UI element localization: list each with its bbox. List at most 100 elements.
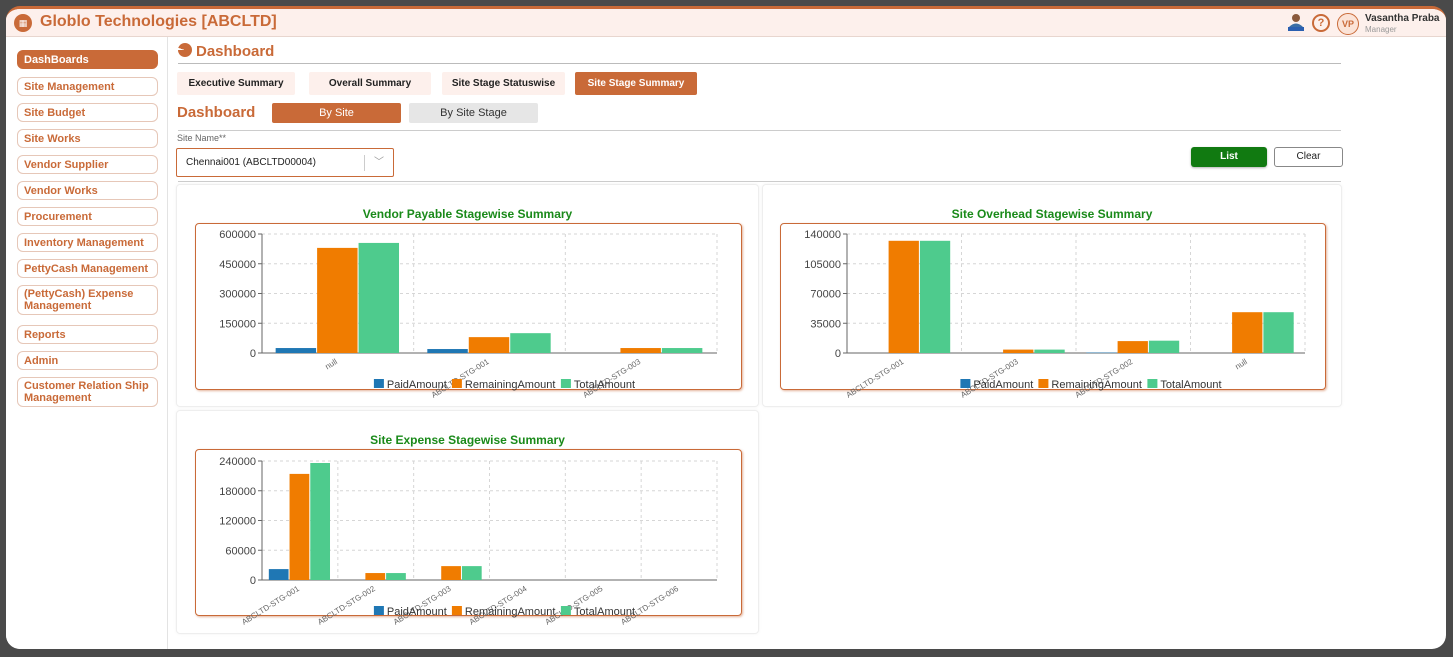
sidebar-item-label: Site Budget	[24, 106, 86, 119]
site-expense-chart: 0 60000 120000 180000 240000 ABCLTD-STG-001 AB…	[219, 456, 718, 627]
sidebar-item-pettycash-management[interactable]: PettyCash Management	[17, 259, 158, 278]
chart-title: Site Overhead Stagewise Summary	[951, 207, 1153, 221]
sidebar-item-label: PettyCash Management	[24, 262, 149, 275]
y-tick-label: 0	[835, 348, 841, 360]
legend-label: TotalAmount	[574, 606, 635, 618]
sidebar-item-label: Customer Relation Ship Management	[24, 380, 149, 404]
y-tick-label: 240000	[219, 456, 256, 468]
vendor-payable-card: Vendor Payable Stagewise Summary 0 150000…	[176, 184, 759, 407]
sidebar-item-crm[interactable]: Customer Relation Ship Management	[17, 377, 158, 407]
site-overhead-card: Site Overhead Stagewise Summary 0 35000 70…	[762, 184, 1342, 407]
sidebar-item-vendor-supplier[interactable]: Vendor Supplier	[17, 155, 158, 174]
bar	[1148, 340, 1180, 353]
select-separator	[364, 155, 365, 171]
clear-button[interactable]: Clear	[1274, 147, 1343, 167]
y-tick-label: 0	[250, 575, 256, 587]
list-button[interactable]: List	[1191, 147, 1267, 167]
bar	[888, 240, 919, 353]
legend-label: PaidAmount	[387, 606, 447, 618]
user-name[interactable]: Vasantha Praba	[1365, 13, 1440, 24]
bar	[1086, 352, 1117, 354]
bar	[510, 333, 551, 353]
legend-swatch	[1147, 379, 1158, 388]
y-tick-label: 140000	[804, 229, 841, 241]
legend-label: RemainingAmount	[1051, 379, 1142, 391]
sidebar-item-pettycash-expense[interactable]: (PettyCash) Expense Management	[17, 285, 158, 315]
sidebar-item-label: Admin	[24, 354, 59, 367]
legend-label: TotalAmount	[574, 379, 635, 391]
chart-frame	[195, 223, 742, 390]
legend-label: PaidAmount	[387, 379, 447, 391]
top-bar: ▦ Globlo Technologies [ABCLTD] ? VP Vasa…	[6, 9, 1446, 37]
sidebar-item-procurement[interactable]: Procurement	[17, 207, 158, 226]
chart-frame	[780, 223, 1326, 390]
y-tick-label: 35000	[810, 318, 841, 330]
legend-swatch	[1038, 379, 1049, 388]
sidebar-item-vendor-works[interactable]: Vendor Works	[17, 181, 158, 200]
help-icon[interactable]: ?	[1312, 14, 1330, 32]
legend-swatch	[560, 606, 571, 615]
y-tick-label: 60000	[225, 545, 256, 557]
sidebar-item-site-budget[interactable]: Site Budget	[17, 103, 158, 122]
app-frame: ▦ Globlo Technologies [ABCLTD] ? VP Vasa…	[6, 6, 1446, 649]
sidebar-item-label: (PettyCash) Expense Management	[24, 288, 134, 312]
bar	[1263, 312, 1294, 353]
y-tick-label: 105000	[804, 259, 841, 271]
site-name-value: Chennai001 (ABCLTD00004)	[186, 157, 316, 168]
bar	[661, 348, 703, 353]
legend-label: TotalAmount	[1160, 379, 1221, 391]
y-tick-label: 180000	[219, 486, 256, 498]
bar	[441, 566, 461, 580]
bar	[365, 573, 386, 580]
x-tick-label: null	[324, 357, 340, 371]
page-title: Dashboard	[178, 43, 274, 60]
sidebar-item-label: Vendor Works	[24, 184, 98, 197]
chart-title: Site Expense Stagewise Summary	[370, 433, 565, 447]
building-logo-icon[interactable]: ▦	[14, 14, 32, 32]
tab-site-stage-statuswise[interactable]: Site Stage Statuswise	[442, 72, 565, 95]
sidebar-item-reports[interactable]: Reports	[17, 325, 158, 344]
sidebar-item-label: Reports	[24, 328, 66, 341]
bar	[310, 462, 331, 580]
bar	[461, 566, 482, 580]
bar	[427, 349, 468, 353]
bar	[919, 240, 951, 353]
tab-site-stage-summary[interactable]: Site Stage Summary	[575, 72, 697, 95]
avatar[interactable]: VP	[1337, 13, 1359, 35]
legend-swatch	[373, 379, 384, 388]
x-tick-label: ABCLTD-STG-001	[844, 357, 905, 400]
sidebar-item-site-works[interactable]: Site Works	[17, 129, 158, 148]
bar	[1232, 312, 1263, 353]
user-role: Manager	[1365, 25, 1397, 34]
sidebar-item-admin[interactable]: Admin	[17, 351, 158, 370]
support-icon[interactable]	[1287, 12, 1305, 32]
by-site-stage-button[interactable]: By Site Stage	[409, 103, 538, 123]
legend-label: RemainingAmount	[465, 606, 556, 618]
sidebar-item-inventory-management[interactable]: Inventory Management	[17, 233, 158, 252]
legend-label: RemainingAmount	[465, 379, 556, 391]
by-site-button[interactable]: By Site	[272, 103, 401, 123]
tab-overall-summary[interactable]: Overall Summary	[309, 72, 431, 95]
x-tick-label: null	[1233, 357, 1249, 371]
site-name-select[interactable]: Chennai001 (ABCLTD00004) ﹀	[176, 148, 394, 177]
bar	[317, 247, 358, 353]
sidebar-item-label: Vendor Supplier	[24, 158, 109, 171]
bar	[620, 348, 661, 353]
sidebar-item-site-management[interactable]: Site Management	[17, 77, 158, 96]
legend-swatch	[960, 379, 971, 388]
y-tick-label: 450000	[219, 259, 256, 271]
sidebar-item-label: DashBoards	[24, 53, 89, 66]
y-tick-label: 70000	[810, 289, 841, 301]
dashboard-label: Dashboard	[177, 104, 256, 121]
sidebar-item-label: Inventory Management	[24, 236, 144, 249]
page-title-text: Dashboard	[196, 43, 275, 60]
y-tick-label: 300000	[219, 289, 256, 301]
tab-executive-summary[interactable]: Executive Summary	[177, 72, 295, 95]
y-tick-label: 0	[250, 348, 256, 360]
chevron-down-icon[interactable]: ﹀	[374, 157, 384, 168]
bar	[268, 569, 289, 580]
sidebar-item-label: Procurement	[24, 210, 92, 223]
bar	[386, 573, 406, 580]
sidebar-item-dashboards[interactable]: DashBoards	[17, 50, 158, 69]
